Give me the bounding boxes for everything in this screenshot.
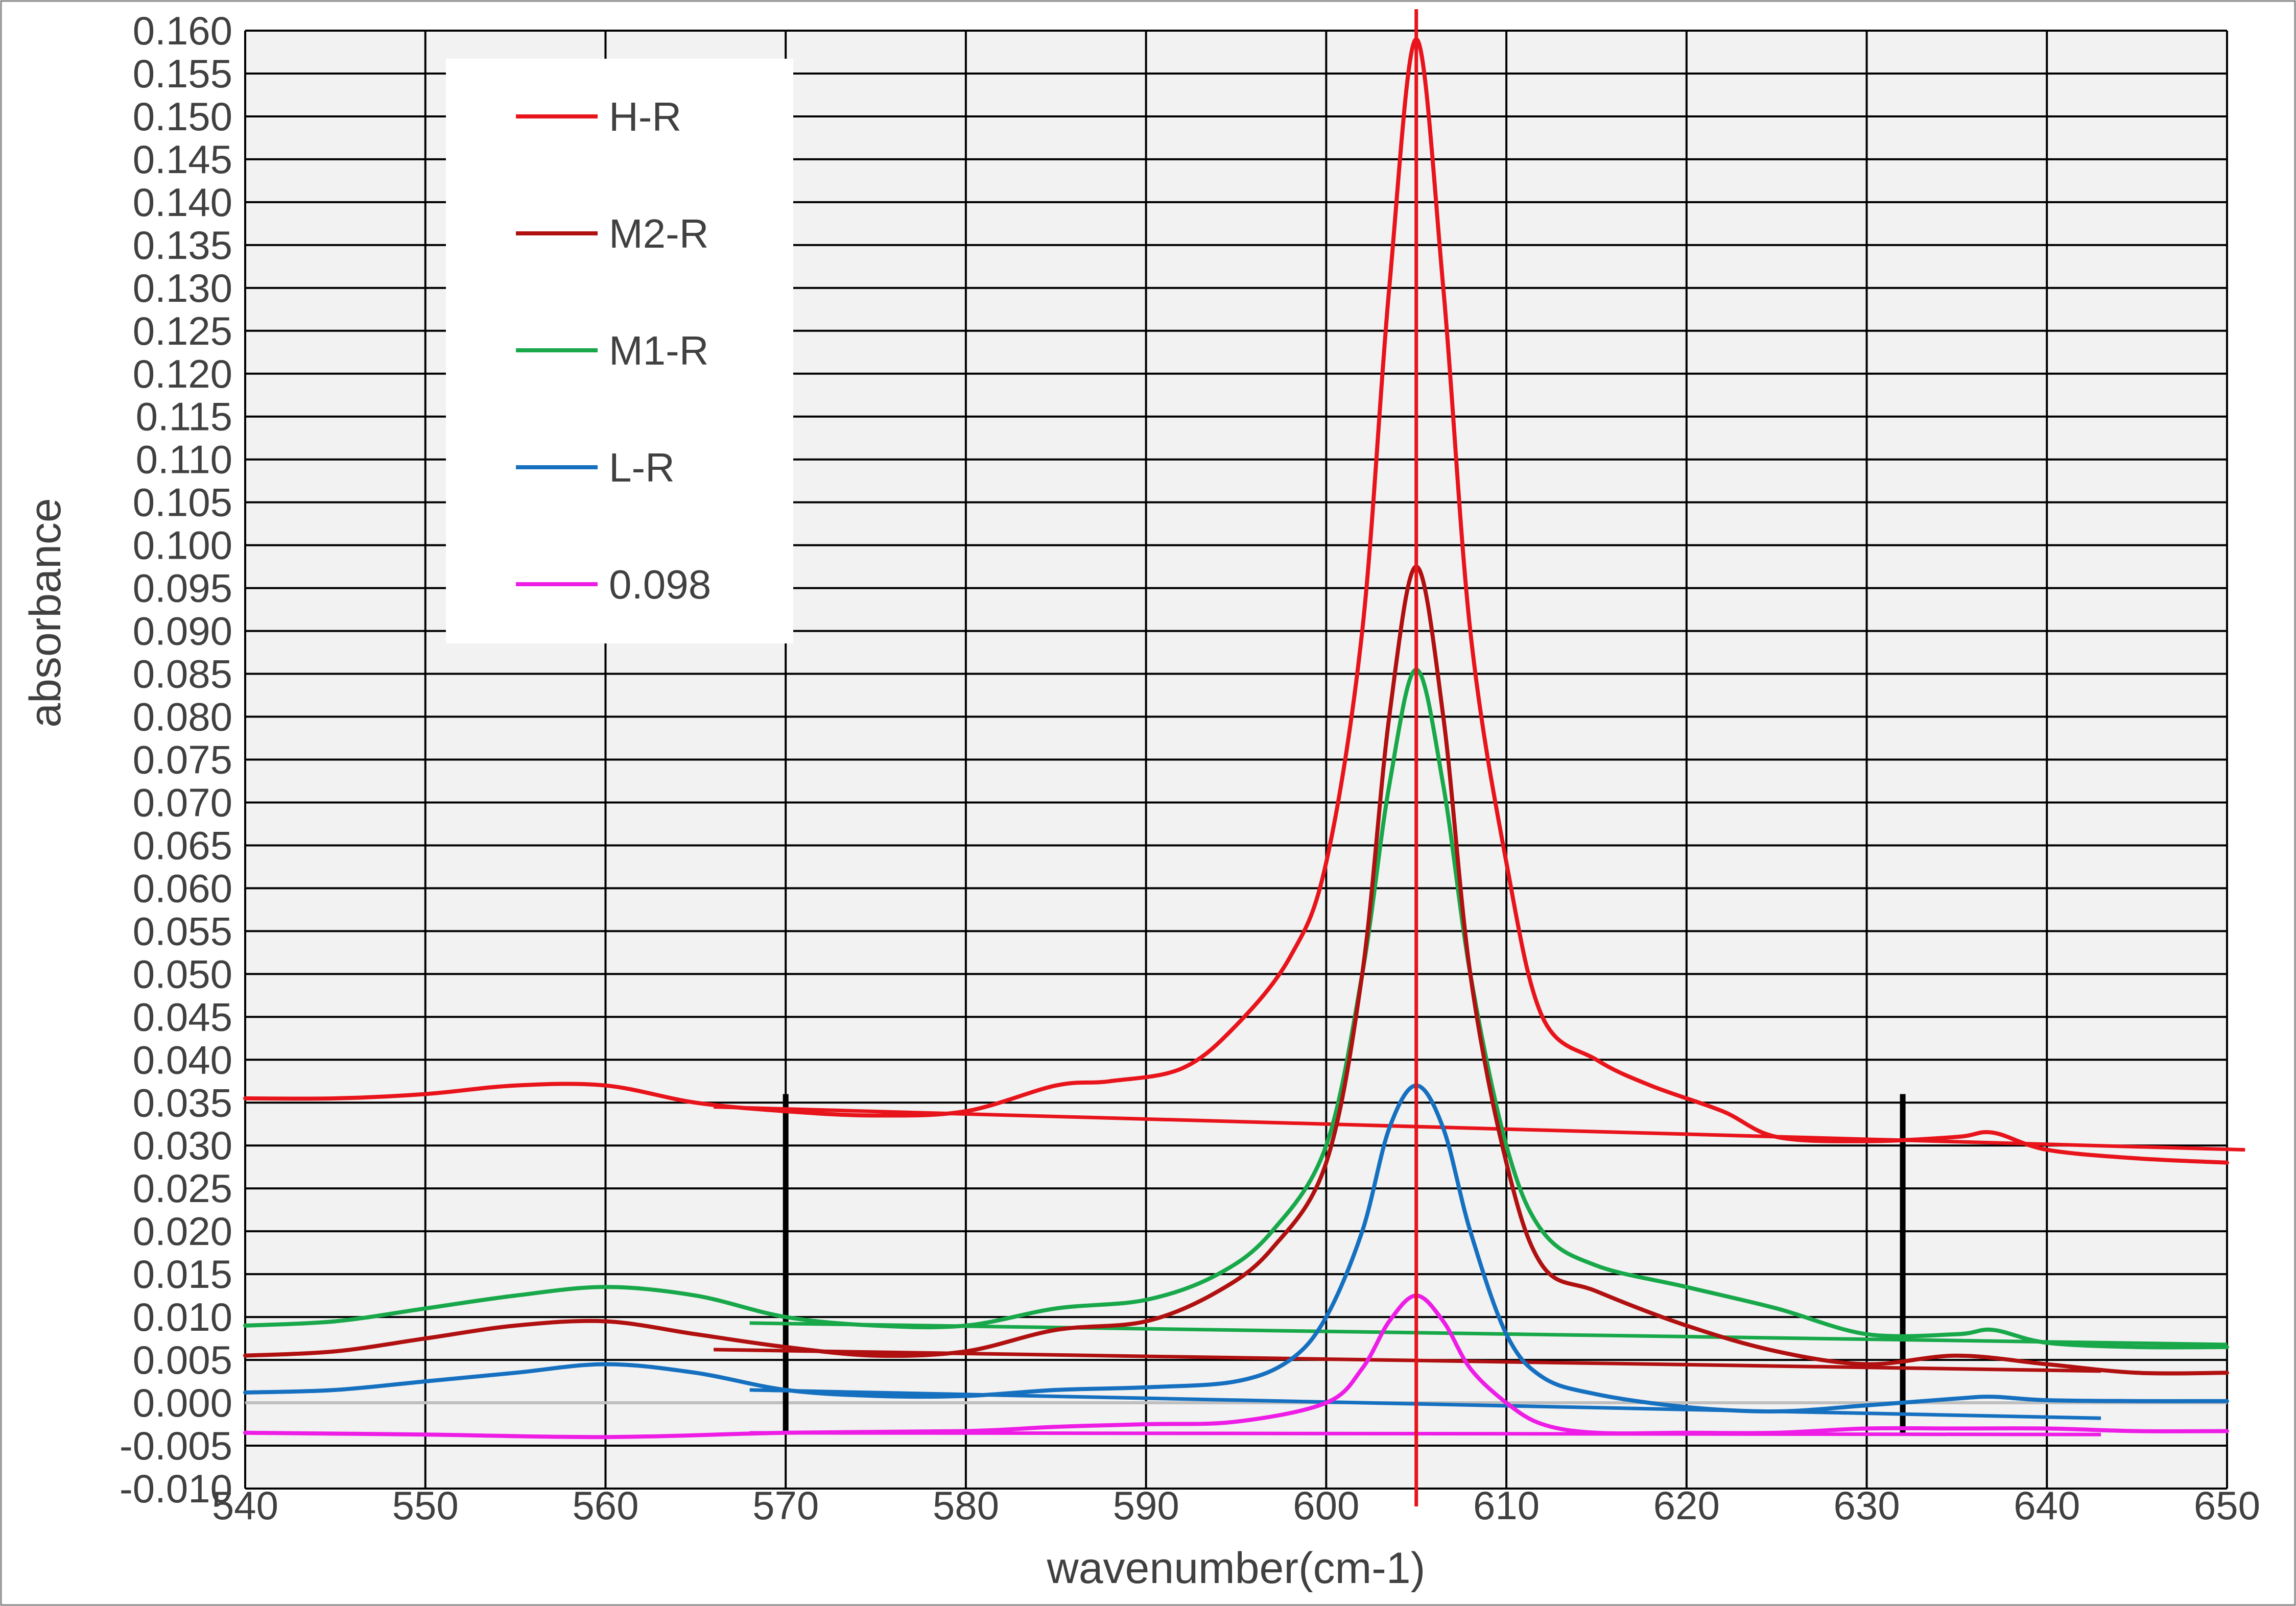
series-line-0.098 <box>243 1293 2229 1440</box>
series-group <box>243 37 2229 1440</box>
y-tick-label: 0.095 <box>133 566 232 611</box>
y-tick-label: 0.085 <box>133 652 232 697</box>
x-tick-label: 610 <box>1473 1483 1540 1528</box>
y-tick-label: 0.030 <box>133 1123 232 1168</box>
y-tick-label: 0.055 <box>133 908 232 953</box>
x-tick-label: 540 <box>212 1483 278 1528</box>
y-tick-label: 0.020 <box>133 1209 232 1254</box>
y-tick-label: 0.060 <box>133 866 232 910</box>
legend-label-0.098: 0.098 <box>609 562 711 607</box>
y-tick-label: 0.050 <box>133 951 232 996</box>
y-tick-label: -0.005 <box>120 1423 232 1468</box>
y-tick-label: 0.155 <box>133 51 232 96</box>
legend-label-H-R: H-R <box>609 94 681 139</box>
y-tick-label: 0.145 <box>133 137 232 182</box>
x-tick-label: 630 <box>1833 1483 1900 1528</box>
baseline-H-R <box>713 1105 2245 1152</box>
x-tick-label: 640 <box>2014 1483 2080 1528</box>
y-tick-label: 0.150 <box>133 94 232 139</box>
x-axis-title: wavenumber(cm-1) <box>1047 1544 1426 1593</box>
x-tick-label: 600 <box>1293 1483 1359 1528</box>
baseline-0.098 <box>749 1431 2101 1436</box>
series-line-M2-R <box>243 564 2229 1376</box>
series-line-H-R <box>243 37 2229 1165</box>
x-tick-label: 590 <box>1113 1483 1179 1528</box>
series-line-L-R <box>243 1083 2229 1413</box>
y-tick-label: 0.000 <box>133 1380 232 1425</box>
baseline-M1-R <box>749 1321 2228 1347</box>
legend: H-R M2-R M1-R L-R 0.098 <box>446 59 793 643</box>
y-tick-label: 0.010 <box>133 1295 232 1339</box>
y-tick-label: 0.040 <box>133 1037 232 1082</box>
y-tick-labels: 0.1600.1550.1500.1450.1400.1350.1300.125… <box>120 8 232 1511</box>
y-tick-label: 0.130 <box>133 266 232 310</box>
y-tick-label: 0.005 <box>133 1337 232 1382</box>
y-tick-label: 0.045 <box>133 994 232 1039</box>
y-axis-title: absorbance <box>21 498 70 727</box>
y-tick-label: 0.065 <box>133 823 232 868</box>
x-tick-label: 550 <box>392 1483 459 1528</box>
legend-box <box>446 59 793 643</box>
y-tick-label: 0.080 <box>133 694 232 739</box>
x-tick-label: 620 <box>1653 1483 1720 1528</box>
y-tick-label: 0.160 <box>133 8 232 53</box>
y-tick-label: 0.035 <box>133 1080 232 1125</box>
y-tick-label: 0.140 <box>133 180 232 225</box>
y-tick-label: 0.075 <box>133 737 232 782</box>
y-tick-label: 0.090 <box>133 609 232 654</box>
y-tick-label: 0.125 <box>133 308 232 353</box>
y-tick-label: 0.025 <box>133 1166 232 1211</box>
legend-label-M2-R: M2-R <box>609 211 709 256</box>
y-tick-label: 0.015 <box>133 1252 232 1297</box>
x-tick-label: 650 <box>2194 1483 2260 1528</box>
y-tick-label: 0.070 <box>133 780 232 825</box>
y-tick-label: 0.120 <box>133 351 232 396</box>
x-tick-label: 570 <box>752 1483 819 1528</box>
y-tick-label: 0.105 <box>133 480 232 525</box>
x-tick-label: 580 <box>933 1483 999 1528</box>
y-tick-label: 0.110 <box>136 437 232 482</box>
legend-label-M1-R: M1-R <box>609 328 709 373</box>
x-tick-labels: 540 550 560 570 580 590 600 610 620 630 640 650 <box>212 1483 2260 1528</box>
x-tick-label: 560 <box>572 1483 638 1528</box>
integration-bounds <box>783 1094 1906 1433</box>
y-tick-label: 0.100 <box>133 523 232 568</box>
y-tick-label: 0.115 <box>136 394 232 439</box>
y-tick-label: -0.010 <box>120 1466 232 1511</box>
y-tick-label: 0.135 <box>133 223 232 268</box>
legend-label-L-R: L-R <box>609 445 675 490</box>
series-line-M1-R <box>243 667 2229 1350</box>
